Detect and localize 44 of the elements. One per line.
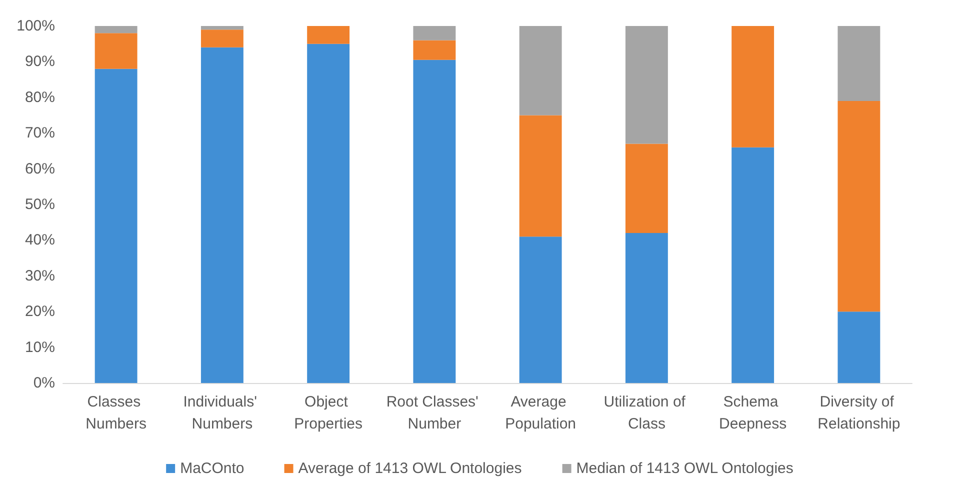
- bar: [413, 40, 456, 60]
- legend-label: Average of 1413 OWL Ontologies: [298, 460, 522, 477]
- x-tick-label: Schema Deepness: [719, 394, 787, 432]
- bar: [413, 60, 456, 383]
- bar: [625, 144, 668, 234]
- bar: [838, 100, 880, 312]
- bar: [625, 233, 668, 383]
- bar: [519, 115, 562, 237]
- bar: [307, 44, 350, 383]
- x-tick-label: Average Population: [505, 394, 576, 432]
- x-tick-label: Utilization of Class: [604, 394, 690, 432]
- legend-label: Median of 1413 OWL Ontologies: [576, 460, 794, 477]
- y-tick-label: 100%: [16, 18, 55, 34]
- bar: [519, 26, 562, 116]
- y-tick-label: 10%: [24, 338, 55, 356]
- x-tick-label: Individuals' Numbers: [183, 394, 262, 432]
- legend-label: MaCOnto: [180, 460, 244, 477]
- bar: [519, 236, 562, 383]
- y-tick-label: 60%: [24, 160, 55, 178]
- y-tick-label: 90%: [24, 53, 55, 70]
- bar: [200, 30, 244, 48]
- y-tick-label: 50%: [24, 196, 55, 213]
- bar: [732, 147, 774, 383]
- y-tick-label: 30%: [24, 267, 55, 284]
- bar: [307, 26, 350, 44]
- bar: [94, 33, 138, 69]
- bar: [625, 26, 668, 144]
- bar: [413, 26, 456, 40]
- x-tick-label: Object Properties: [294, 394, 362, 432]
- bar: [94, 68, 138, 383]
- bar: [838, 26, 880, 101]
- bar: [200, 26, 244, 30]
- y-tick-label: 0%: [33, 374, 55, 392]
- x-tick-label: Classes Numbers: [86, 394, 146, 432]
- bar: [732, 26, 774, 148]
- y-tick-label: 20%: [24, 303, 55, 320]
- x-tick-label: Root Classes' Number: [386, 394, 483, 432]
- bar: [94, 26, 138, 34]
- y-tick-label: 70%: [24, 124, 55, 142]
- bar: [200, 47, 244, 383]
- y-tick-label: 40%: [24, 232, 55, 249]
- bar: [838, 312, 880, 383]
- y-tick-label: 80%: [24, 88, 55, 106]
- x-tick-label: Diversity of Relationship: [818, 394, 900, 432]
